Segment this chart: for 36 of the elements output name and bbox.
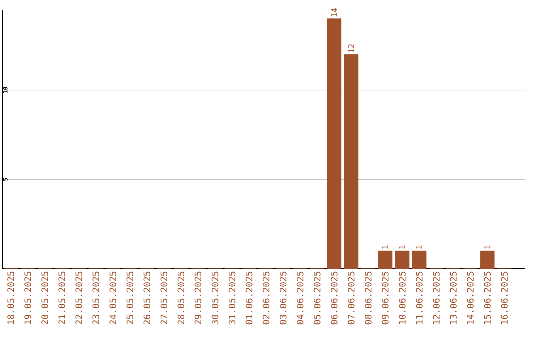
x-tick-label: 12.06.2025 <box>433 272 440 324</box>
x-tick-label: 31.05.2025 <box>228 272 236 325</box>
x-tick-label: 04.06.2025 <box>296 272 304 325</box>
bar <box>378 250 393 270</box>
bar <box>395 250 410 270</box>
bar <box>412 250 427 270</box>
bar <box>327 18 342 270</box>
x-tick-label: 24.05.2025 <box>110 272 117 325</box>
bar <box>344 54 359 270</box>
x-tick-label: 05.06.2025 <box>314 272 321 325</box>
x-tick-label: 15.06.2025 <box>484 272 491 324</box>
x-tick-label: 08.06.2025 <box>365 272 372 325</box>
x-tick-label: 10.06.2025 <box>399 272 406 324</box>
x-tick-label: 18.05.2025 <box>8 272 14 324</box>
x-tick-label: 01.06.2025 <box>246 272 253 325</box>
x-tick-label: 23.05.2025 <box>92 272 100 325</box>
x-tick-label: 28.05.2025 <box>178 272 185 325</box>
x-tick-label: 14.06.2025 <box>467 272 474 324</box>
x-tick-label: 09.06.2025 <box>382 272 389 325</box>
x-tick-label: 16.06.2025 <box>501 272 508 324</box>
x-tick-label: 02.06.2025 <box>262 272 270 325</box>
x-tick-label: 07.06.2025 <box>348 272 355 325</box>
x-tick-label: 27.05.2025 <box>160 272 168 325</box>
x-tick-label: 30.05.2025 <box>212 272 219 325</box>
x-tick-label: 26.05.2025 <box>144 272 151 325</box>
x-tick-label: 19.05.2025 <box>24 272 32 324</box>
x-tick-label: 29.05.2025 <box>194 272 202 325</box>
x-tick-label: 25.05.2025 <box>126 272 134 325</box>
x-tick-label: 06.06.2025 <box>330 272 338 325</box>
bar <box>480 250 495 270</box>
x-tick-label: 03.06.2025 <box>280 272 287 325</box>
x-tick-label: 21.05.2025 <box>58 272 66 325</box>
x-tick-label: 13.06.2025 <box>450 272 457 324</box>
x-tick-label: 20.05.2025 <box>42 272 48 325</box>
x-tick-label: 11.06.2025 <box>416 272 423 324</box>
x-tick-label: 22.05.2025 <box>76 272 82 325</box>
